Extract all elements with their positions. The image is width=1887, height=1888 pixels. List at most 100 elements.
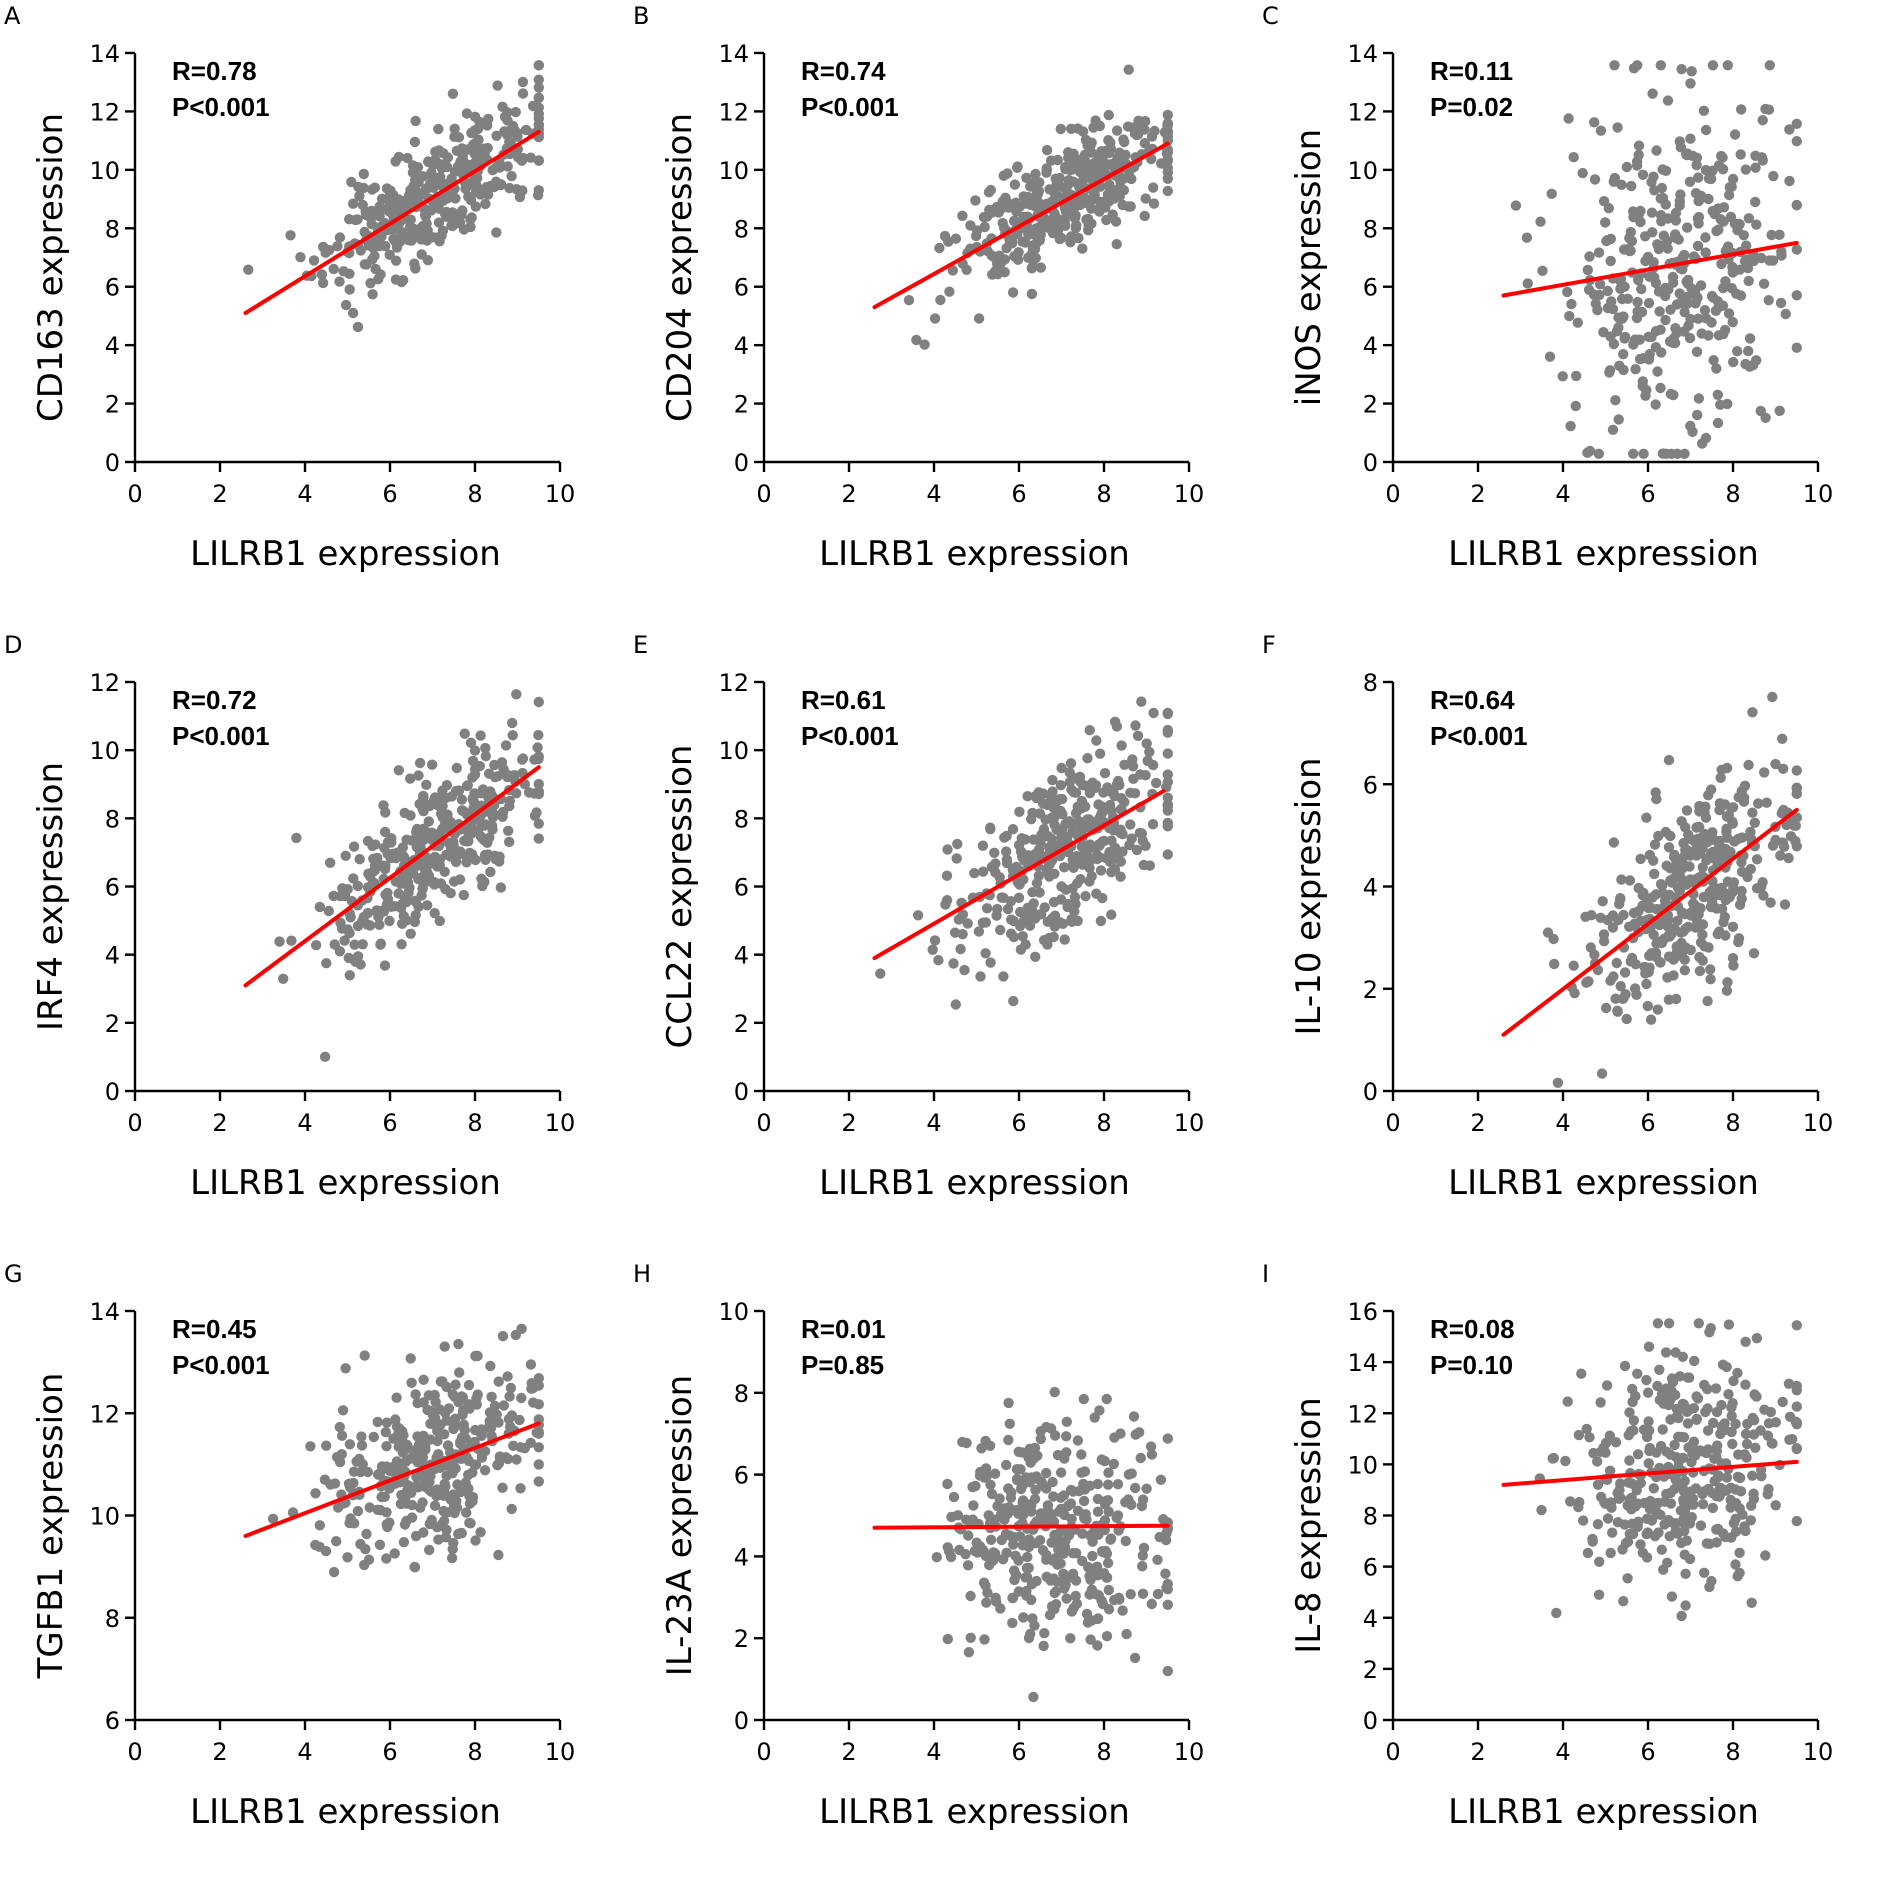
- data-point: [321, 958, 332, 969]
- data-point: [1133, 115, 1144, 127]
- y-tick-label: 10: [1347, 157, 1378, 185]
- data-point: [1748, 1429, 1760, 1440]
- data-point: [417, 1452, 428, 1463]
- y-tick-label: 4: [734, 942, 749, 970]
- data-point: [1791, 783, 1802, 794]
- data-point: [1109, 864, 1121, 875]
- data-point: [1643, 331, 1654, 342]
- y-tick-label: 0: [1363, 1707, 1378, 1735]
- data-point: [970, 230, 982, 242]
- data-point: [1615, 1492, 1626, 1503]
- data-point: [1070, 1590, 1081, 1602]
- y-axis-title: CD204 expression: [660, 113, 700, 422]
- data-point: [1083, 1562, 1094, 1573]
- data-point: [1740, 1428, 1752, 1440]
- data-point: [1740, 1379, 1751, 1390]
- data-point: [1675, 142, 1686, 153]
- data-points: [931, 1386, 1173, 1703]
- data-point: [267, 1513, 279, 1524]
- x-tick-label: 0: [127, 1109, 142, 1137]
- panel-D: D 0 2 4 6 8 10 12 0 2 4 6 8 10 LILRB1 expression IRF4 e…: [0, 629, 629, 1258]
- x-tick-label: 8: [1725, 1109, 1740, 1137]
- data-point: [1652, 1318, 1664, 1329]
- x-tick-label: 6: [1011, 1738, 1026, 1766]
- data-point: [1094, 748, 1106, 759]
- data-point: [1100, 1495, 1112, 1507]
- data-point: [1007, 824, 1019, 835]
- data-point: [426, 759, 438, 770]
- data-point: [1600, 1002, 1612, 1014]
- data-point: [1693, 393, 1705, 404]
- data-point: [334, 1421, 345, 1433]
- data-point: [1070, 808, 1082, 819]
- data-point: [1601, 1380, 1613, 1391]
- data-point: [1748, 948, 1760, 959]
- data-point: [455, 156, 466, 167]
- data-point: [1697, 836, 1709, 847]
- data-point: [1099, 768, 1111, 779]
- data-point: [527, 1382, 539, 1394]
- data-point: [1744, 333, 1756, 344]
- data-point: [533, 74, 544, 85]
- data-point: [1139, 210, 1150, 222]
- data-point: [1068, 1602, 1080, 1613]
- data-point: [1586, 910, 1597, 921]
- data-point: [456, 805, 468, 816]
- data-point: [1624, 1407, 1635, 1418]
- data-point: [529, 810, 541, 821]
- data-point: [1137, 1561, 1148, 1572]
- data-point: [1727, 953, 1739, 964]
- data-point: [1716, 1399, 1727, 1411]
- data-point: [1007, 864, 1019, 876]
- data-point: [1722, 60, 1733, 71]
- data-point: [1669, 337, 1681, 349]
- data-point: [453, 1338, 464, 1350]
- data-point: [1604, 1465, 1616, 1476]
- data-point: [1008, 995, 1019, 1007]
- data-point: [1013, 892, 1025, 903]
- data-point: [1663, 842, 1675, 853]
- data-point: [1570, 400, 1581, 412]
- data-point: [1125, 1589, 1136, 1600]
- data-point: [1791, 765, 1802, 776]
- data-point: [1034, 834, 1045, 845]
- data-point: [527, 100, 539, 112]
- data-point: [1124, 166, 1135, 177]
- x-tick-label: 6: [1011, 480, 1026, 508]
- data-point: [1099, 1515, 1111, 1526]
- y-tick-label: 4: [1363, 1605, 1378, 1633]
- data-point: [430, 146, 441, 157]
- data-point: [295, 252, 306, 263]
- data-point: [1741, 1438, 1753, 1450]
- data-point: [1714, 852, 1725, 863]
- data-point: [1720, 1531, 1731, 1543]
- data-point: [385, 901, 397, 912]
- data-point: [1012, 161, 1023, 172]
- data-point: [1743, 759, 1754, 771]
- data-point: [415, 171, 426, 182]
- data-point: [331, 1536, 342, 1547]
- data-point: [1008, 1539, 1019, 1550]
- data-point: [468, 175, 479, 186]
- data-point: [1624, 1455, 1635, 1466]
- data-point: [1684, 176, 1696, 187]
- data-point: [390, 1414, 401, 1425]
- data-point: [1633, 149, 1644, 161]
- data-point: [528, 1397, 539, 1408]
- data-point: [1723, 810, 1734, 821]
- data-point: [366, 205, 377, 217]
- panel-E: E 0 2 4 6 8 10 12 0 2 4 6 8 10 LILRB1 expression CCL22 …: [629, 629, 1258, 1258]
- data-point: [1691, 346, 1703, 357]
- data-point: [1014, 1531, 1026, 1542]
- data-point: [1677, 1452, 1689, 1464]
- data-point: [1718, 216, 1729, 227]
- data-point: [1767, 1438, 1778, 1449]
- data-point: [1117, 1605, 1128, 1616]
- data-point: [1145, 1441, 1157, 1452]
- data-point: [1680, 1568, 1691, 1579]
- data-point: [343, 1478, 355, 1489]
- data-point: [310, 1539, 321, 1551]
- x-axis-title: LILRB1 expression: [819, 534, 1130, 574]
- data-point: [1670, 1347, 1681, 1358]
